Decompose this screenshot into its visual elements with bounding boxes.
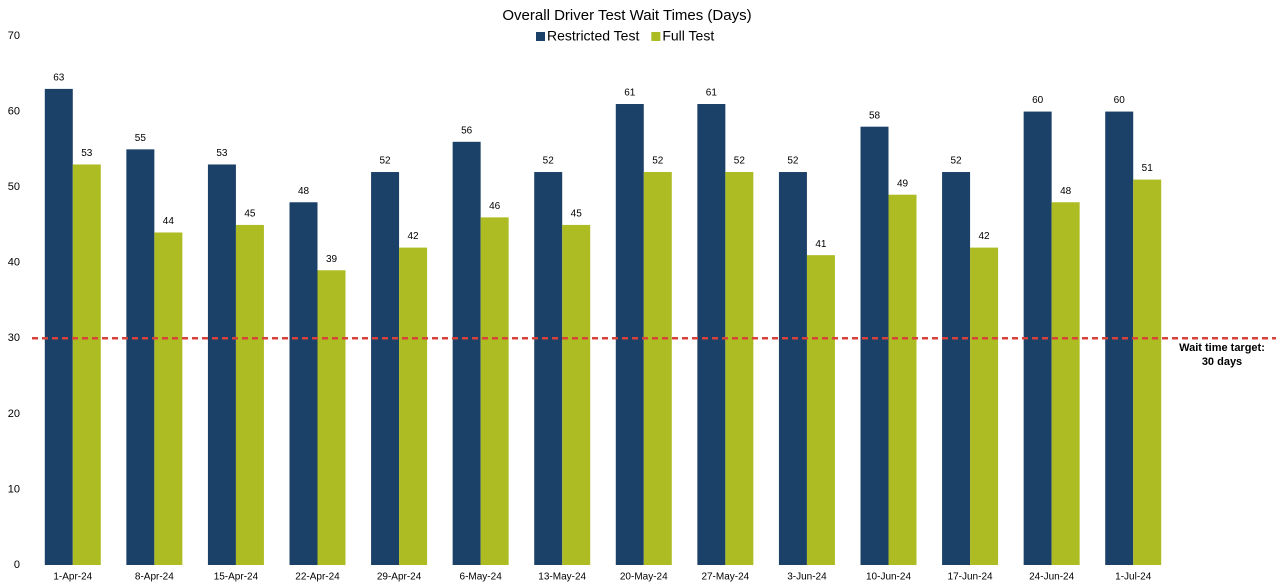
y-tick-label: 0 (14, 559, 20, 571)
legend-label: Restricted Test (547, 28, 639, 44)
x-tick-label: 15-Apr-24 (214, 572, 259, 583)
x-tick-label: 20-May-24 (620, 572, 668, 583)
bar (371, 172, 400, 565)
bar (480, 217, 509, 565)
data-label: 56 (461, 125, 473, 136)
bar (235, 224, 264, 565)
data-label: 46 (489, 201, 501, 212)
x-tick-label: 27-May-24 (701, 572, 749, 583)
data-label: 52 (734, 156, 746, 167)
bar (643, 172, 672, 565)
x-tick-label: 1-Apr-24 (53, 572, 92, 583)
bar (72, 164, 101, 565)
bar (778, 172, 807, 565)
legend-label: Full Test (662, 28, 714, 44)
data-label: 52 (380, 156, 392, 167)
data-label: 44 (163, 216, 175, 227)
data-label: 45 (244, 209, 256, 220)
x-tick-label: 17-Jun-24 (948, 572, 993, 583)
data-label: 41 (815, 239, 827, 250)
chart-title: Overall Driver Test Wait Times (Days) (502, 7, 751, 24)
data-label: 60 (1032, 95, 1044, 106)
x-tick-label: 3-Jun-24 (787, 572, 827, 583)
y-tick-label: 60 (8, 105, 20, 117)
bar (207, 164, 236, 565)
data-label: 61 (706, 88, 718, 99)
bar (126, 149, 155, 565)
x-tick-label: 10-Jun-24 (866, 572, 911, 583)
bar (1051, 202, 1080, 565)
data-label: 63 (53, 73, 65, 84)
data-label: 61 (624, 88, 636, 99)
data-label: 42 (408, 231, 420, 242)
bar (452, 141, 481, 566)
bar (154, 232, 183, 565)
x-tick-label: 6-May-24 (460, 572, 503, 583)
data-label: 60 (1114, 95, 1126, 106)
y-tick-label: 10 (8, 483, 20, 495)
data-label: 52 (652, 156, 664, 167)
bar (806, 255, 835, 565)
data-label: 49 (897, 178, 909, 189)
data-label: 53 (216, 148, 228, 159)
data-label: 52 (543, 156, 555, 167)
bar (44, 88, 73, 566)
data-label: 51 (1142, 163, 1154, 174)
x-tick-label: 13-May-24 (538, 572, 586, 583)
bar (562, 224, 591, 565)
data-label: 58 (869, 110, 881, 121)
x-tick-label: 29-Apr-24 (377, 572, 422, 583)
bar (860, 126, 889, 565)
y-tick-label: 40 (8, 257, 20, 269)
bar (615, 104, 644, 565)
x-tick-label: 1-Jul-24 (1115, 572, 1152, 583)
data-label: 55 (135, 133, 147, 144)
data-label: 53 (81, 148, 93, 159)
data-label: 48 (298, 186, 310, 197)
bar (942, 172, 971, 565)
data-label: 48 (1060, 186, 1072, 197)
bar (970, 247, 999, 565)
target-annotation: 30 days (1202, 356, 1242, 368)
data-label: 52 (951, 156, 963, 167)
y-tick-label: 30 (8, 332, 20, 344)
bar (1133, 179, 1162, 566)
x-tick-label: 22-Apr-24 (295, 572, 340, 583)
data-label: 42 (979, 231, 991, 242)
bar (289, 202, 318, 565)
x-tick-label: 8-Apr-24 (135, 572, 174, 583)
bar (697, 104, 726, 565)
bar (317, 270, 346, 565)
bar (725, 172, 754, 565)
target-annotation: Wait time target: (1179, 342, 1265, 354)
legend-swatch (536, 32, 545, 41)
y-tick-label: 20 (8, 408, 20, 420)
bar (1105, 111, 1134, 566)
legend-swatch (651, 32, 661, 41)
data-label: 52 (787, 156, 799, 167)
bar (399, 247, 428, 565)
x-tick-label: 24-Jun-24 (1029, 572, 1074, 583)
data-label: 39 (326, 254, 338, 265)
data-label: 45 (571, 209, 583, 220)
bar (888, 194, 917, 565)
y-tick-label: 70 (8, 30, 20, 42)
y-tick-label: 50 (8, 181, 20, 193)
bar (534, 172, 563, 565)
